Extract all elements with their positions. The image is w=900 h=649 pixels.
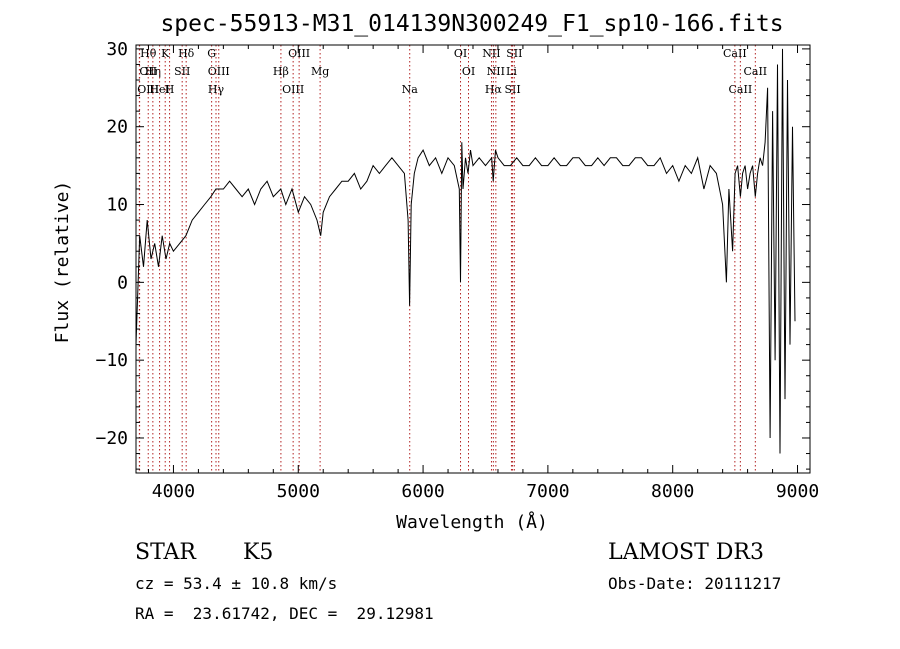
object-class: STAR (135, 540, 196, 565)
line-label: OIII (288, 47, 310, 60)
spectrum-series (135, 48, 796, 454)
line-label: OIII (208, 65, 230, 78)
line-label: Hβ (273, 65, 289, 78)
y-tick-label: 20 (106, 117, 128, 138)
y-axis: −20 −10 0 10 20 30 (95, 39, 810, 470)
line-label: Hη (145, 65, 161, 78)
line-label: OIII (137, 83, 159, 96)
line-label: HeI (149, 83, 169, 96)
line-label: OI (454, 47, 467, 60)
line-label: CaII (723, 47, 747, 60)
line-label: H (165, 83, 175, 96)
line-label: NII (487, 65, 505, 78)
y-axis-label: Flux (relative) (52, 181, 73, 344)
x-tick-label: 4000 (152, 481, 195, 502)
line-label: SII (174, 65, 190, 78)
line-label: Na (402, 83, 419, 96)
line-label: Mg (311, 65, 329, 78)
y-tick-label: 10 (106, 195, 128, 216)
chart-title: spec-55913-M31_014139N300249_F1_sp10-166… (160, 11, 783, 37)
object-subclass: K5 (243, 540, 274, 565)
line-label: CaII (743, 65, 767, 78)
line-label: Hα (485, 83, 503, 96)
line-label: SII (506, 47, 522, 60)
line-label: Hδ (178, 47, 195, 60)
y-tick-label: −10 (95, 350, 128, 371)
line-label: G (207, 47, 216, 60)
coordinates: RA = 23.61742, DEC = 29.12981 (135, 604, 434, 623)
line-label: Li (506, 65, 517, 78)
x-axis-label: Wavelength (Å) (396, 511, 548, 533)
line-label: OI (462, 65, 475, 78)
x-tick-label: 6000 (401, 481, 444, 502)
spectral-line-markers: HθOIIOIIIHηHeIKSIIHHδOIIIHγGHβOIIIOIIIMg… (137, 45, 767, 473)
spectrum-line (135, 48, 796, 454)
x-axis: 4000 5000 6000 7000 8000 9000 (147, 45, 819, 502)
plot-frame (135, 44, 811, 474)
redshift-velocity: cz = 53.4 ± 10.8 km/s (135, 574, 338, 593)
line-label: OIII (282, 83, 304, 96)
y-tick-label: 0 (117, 272, 128, 293)
line-label: K (161, 47, 170, 60)
x-tick-label: 9000 (776, 481, 819, 502)
x-tick-label: 8000 (651, 481, 694, 502)
x-tick-label: 7000 (526, 481, 569, 502)
line-label: CaII (729, 83, 753, 96)
observation-date: Obs-Date: 20111217 (608, 574, 782, 593)
survey-name: LAMOST DR3 (608, 540, 764, 565)
y-tick-label: −20 (95, 428, 128, 449)
x-tick-label: 5000 (277, 481, 320, 502)
line-label: OII (139, 65, 157, 78)
line-label: SII (504, 83, 520, 96)
line-label: Hγ (208, 83, 225, 96)
y-tick-label: 30 (106, 39, 128, 60)
